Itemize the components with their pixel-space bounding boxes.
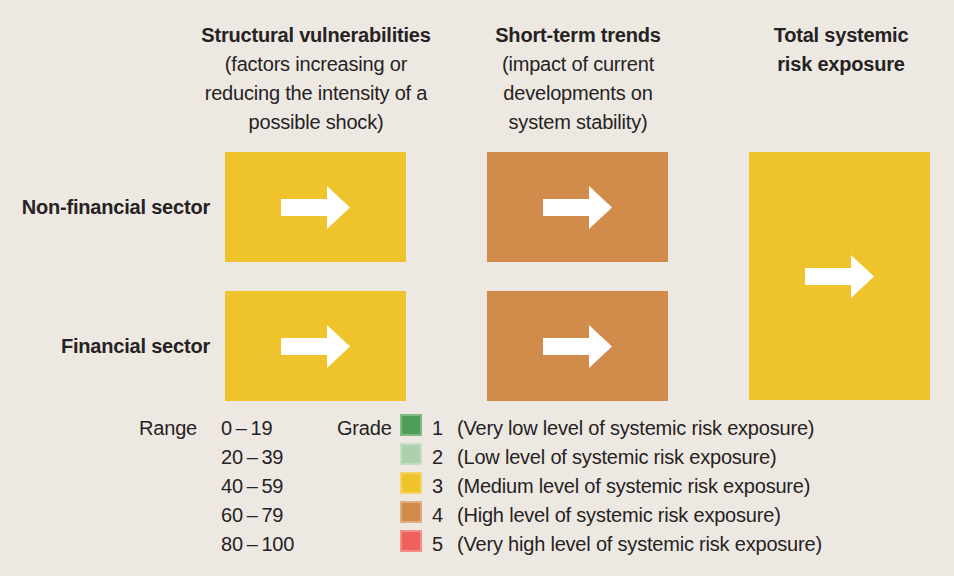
column-header-total-systemic-risk-exposure: Total systemic risk exposure — [715, 21, 954, 79]
column-subtitle-line: reducing the intensity of a — [190, 79, 442, 108]
legend-color-swatch — [400, 414, 422, 436]
row-label-non-financial-sector: Non-financial sector — [0, 152, 210, 262]
legend-color-swatch — [400, 501, 422, 523]
legend-description: (High level of systemic risk exposure) — [457, 501, 781, 530]
legend-grade-number: 4 — [432, 501, 443, 530]
right-arrow-icon — [281, 186, 350, 229]
cell-non-financial-structural — [225, 152, 406, 262]
column-title: Short-term trends — [452, 21, 704, 50]
legend-color-swatch — [400, 443, 422, 465]
legend-range-value: 80 – 100 — [221, 530, 294, 559]
cell-financial-short-term — [487, 291, 668, 401]
column-title: Structural vulnerabilities — [190, 21, 442, 50]
legend-grade-number: 2 — [432, 443, 443, 472]
legend-description: (Very high level of systemic risk exposu… — [457, 530, 822, 559]
row-label-financial-sector: Financial sector — [0, 291, 210, 401]
systemic-risk-heatmap: Structural vulnerabilities (factors incr… — [0, 0, 954, 576]
legend-range-value: 40 – 59 — [221, 472, 283, 501]
legend-row: 80 – 100 5 (Very high level of systemic … — [0, 530, 954, 559]
right-arrow-icon — [281, 325, 350, 368]
legend-grade-number: 1 — [432, 414, 443, 443]
legend-row: 40 – 59 3 (Medium level of systemic risk… — [0, 472, 954, 501]
legend-row: Range 0 – 19 Grade 1 (Very low level of … — [0, 414, 954, 443]
right-arrow-icon — [543, 325, 612, 368]
column-title-line: risk exposure — [715, 50, 954, 79]
cell-financial-structural — [225, 291, 406, 401]
cell-total-systemic-risk — [749, 152, 930, 400]
column-subtitle-line: possible shock) — [190, 108, 442, 137]
legend-range-value: 0 – 19 — [221, 414, 272, 443]
legend-grade-label: Grade — [337, 414, 392, 443]
legend-color-swatch — [400, 530, 422, 552]
legend-grade-number: 5 — [432, 530, 443, 559]
legend-row: 20 – 39 2 (Low level of systemic risk ex… — [0, 443, 954, 472]
column-subtitle-line: (factors increasing or — [190, 50, 442, 79]
legend-range-value: 20 – 39 — [221, 443, 283, 472]
column-subtitle-line: (impact of current — [452, 50, 704, 79]
legend-description: (Low level of systemic risk exposure) — [457, 443, 776, 472]
column-header-structural-vulnerabilities: Structural vulnerabilities (factors incr… — [190, 21, 442, 137]
cell-non-financial-short-term — [487, 152, 668, 262]
legend-color-swatch — [400, 472, 422, 494]
right-arrow-icon — [805, 255, 874, 298]
column-subtitle-line: developments on — [452, 79, 704, 108]
legend-grade-number: 3 — [432, 472, 443, 501]
column-subtitle-line: system stability) — [452, 108, 704, 137]
column-title-line: Total systemic — [715, 21, 954, 50]
legend-range-value: 60 – 79 — [221, 501, 283, 530]
legend-range-label: Range — [137, 414, 197, 443]
legend-row: 60 – 79 4 (High level of systemic risk e… — [0, 501, 954, 530]
legend-description: (Very low level of systemic risk exposur… — [457, 414, 814, 443]
column-header-short-term-trends: Short-term trends (impact of current dev… — [452, 21, 704, 137]
legend-description: (Medium level of systemic risk exposure) — [457, 472, 810, 501]
right-arrow-icon — [543, 186, 612, 229]
